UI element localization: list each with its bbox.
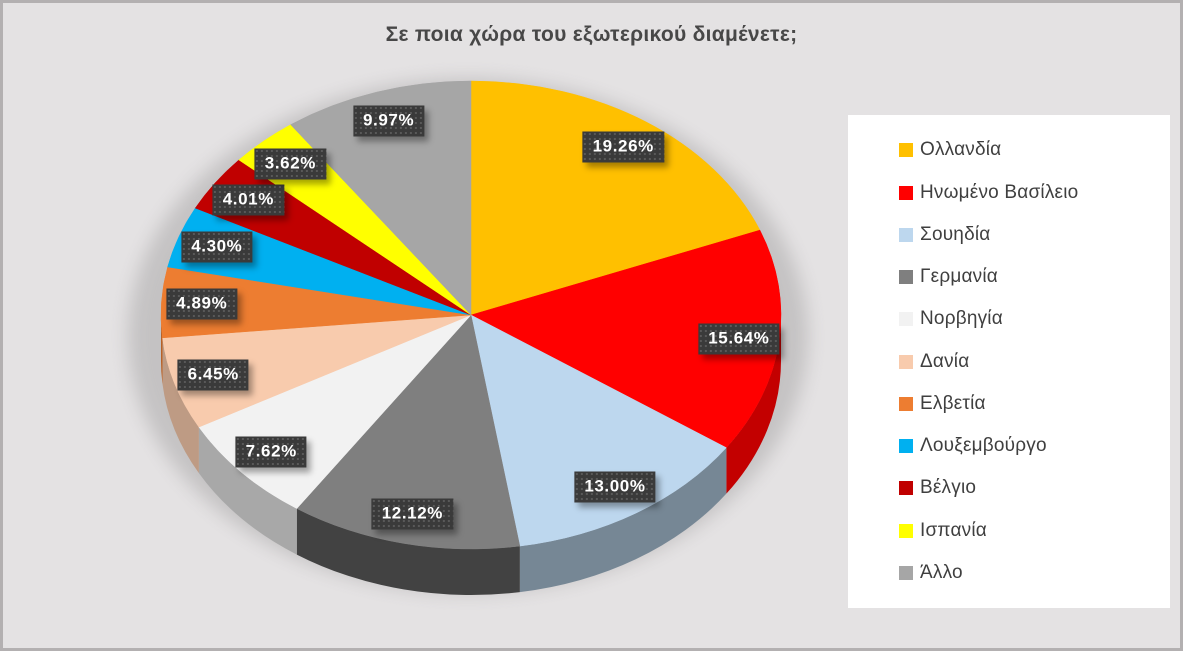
legend-item-7: Λουξεμβούργο <box>848 435 1170 457</box>
legend-item-label: Βέλγιο <box>920 477 977 499</box>
legend-item-9: Ισπανία <box>848 520 1170 542</box>
legend-item-label: Λουξεμβούργο <box>920 435 1047 456</box>
legend-item-label: Ισπανία <box>920 519 987 541</box>
legend-swatch <box>899 565 913 580</box>
pie-3d-graphic <box>128 79 808 595</box>
pie-slice-2 <box>470 314 727 547</box>
pie-slice-side-6 <box>161 315 163 384</box>
legend-swatch <box>899 439 913 453</box>
legend-item-label: Ολλανδία <box>920 139 1002 161</box>
legend-item-label: Άλλο <box>920 561 963 583</box>
legend-item-label: Ελβετία <box>920 392 986 414</box>
pie-slice-side-3 <box>296 508 520 595</box>
legend-swatch <box>899 312 913 327</box>
pie-slice-5 <box>162 314 472 428</box>
legend-item-10: Άλλο <box>848 562 1170 584</box>
legend-swatch <box>899 143 913 158</box>
legend-item-4: Νορβηγία <box>848 308 1170 330</box>
legend-swatch <box>899 523 913 538</box>
pie-slice-side-4 <box>198 427 297 555</box>
legend-item-3: Γερμανία <box>848 266 1170 288</box>
legend-item-label: Γερμανία <box>920 266 998 287</box>
pie-slice-side-1 <box>726 315 781 494</box>
chart-title: Σε ποια χώρα του εξωτερικού διαμένετε; <box>385 23 798 46</box>
legend-item-label: Ηνωμένο Βασίλειο <box>920 181 1079 203</box>
pie-slice-side-5 <box>162 337 199 474</box>
legend-item-1: Ηνωμένο Βασίλειο <box>848 182 1170 204</box>
legend-item-label: Νορβηγία <box>920 308 1003 330</box>
pie-slice-0 <box>470 80 761 316</box>
legend-item-2: Σουηδία <box>848 224 1170 246</box>
pie-slice-side-2 <box>519 447 727 593</box>
legend-swatch <box>899 227 913 242</box>
legend-item-5: Δανία <box>848 351 1170 373</box>
legend-item-0: Ολλανδία <box>848 139 1170 161</box>
pie-slice-3 <box>296 314 521 550</box>
legend-swatch <box>899 354 913 369</box>
legend-item-8: Βέλγιο <box>848 477 1170 499</box>
pie-slice-10 <box>290 80 472 316</box>
legend-swatch <box>899 270 913 284</box>
legend-item-label: Δανία <box>920 350 970 372</box>
legend: Ολλανδία Ηνωμένο Βασίλειο Σουηδία Γερμανία Ν… <box>848 115 1170 608</box>
legend-swatch <box>899 185 913 200</box>
pie-area: 19.26% 15.64% 13.00% 12.12% 7.62% 6.45% 4.89% 4… <box>3 3 1180 648</box>
legend-swatch <box>899 481 913 496</box>
legend-item-6: Ελβετία <box>848 393 1170 415</box>
legend-swatch <box>899 396 913 411</box>
legend-item-label: Σουηδία <box>920 223 991 245</box>
